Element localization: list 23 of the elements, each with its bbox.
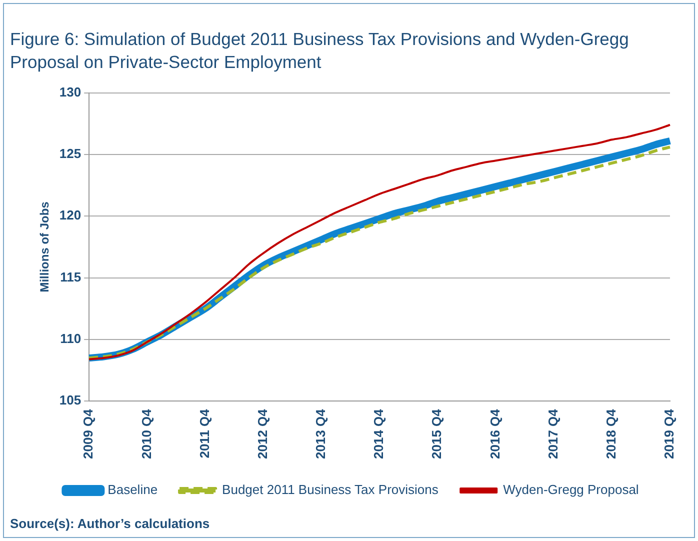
x-tick-label: 2019 Q4	[662, 408, 677, 459]
y-tick-label: 125	[59, 146, 82, 162]
y-axis-title: Millions of Jobs	[38, 201, 52, 292]
x-tick-label: 2013 Q4	[313, 408, 328, 459]
x-tick-label: 2018 Q4	[603, 408, 618, 459]
y-tick-label: 110	[60, 331, 82, 346]
y-tick-label: 130	[59, 84, 82, 100]
y-tick-label: 105	[59, 392, 82, 408]
x-tick-label: 2011 Q4	[196, 408, 212, 458]
x-tick-label: 2014 Q4	[371, 408, 386, 459]
legend-label: Wyden-Gregg Proposal	[503, 482, 639, 498]
chart-title: Figure 6: Simulation of Budget 2011 Business Tax Provisions and Wyden-Gregg Proposal on Private-Sector Employment	[10, 28, 630, 74]
x-tick-label: 2015 Q4	[429, 408, 444, 459]
x-tick-label: 2016 Q4	[487, 408, 502, 459]
y-tick-label: 120	[59, 208, 82, 223]
legend-label: Budget 2011 Business Tax Provisions	[222, 482, 439, 498]
legend-label: Baseline	[108, 482, 158, 498]
source-note: Source(s): Author’s calculations	[10, 516, 210, 531]
x-tick-label: 2010 Q4	[138, 408, 154, 459]
x-tick-label: 2012 Q4	[254, 408, 270, 459]
x-tick-label: 2009 Q4	[80, 408, 96, 459]
y-tick-label: 115	[60, 269, 82, 284]
x-tick-label: 2017 Q4	[545, 408, 560, 459]
